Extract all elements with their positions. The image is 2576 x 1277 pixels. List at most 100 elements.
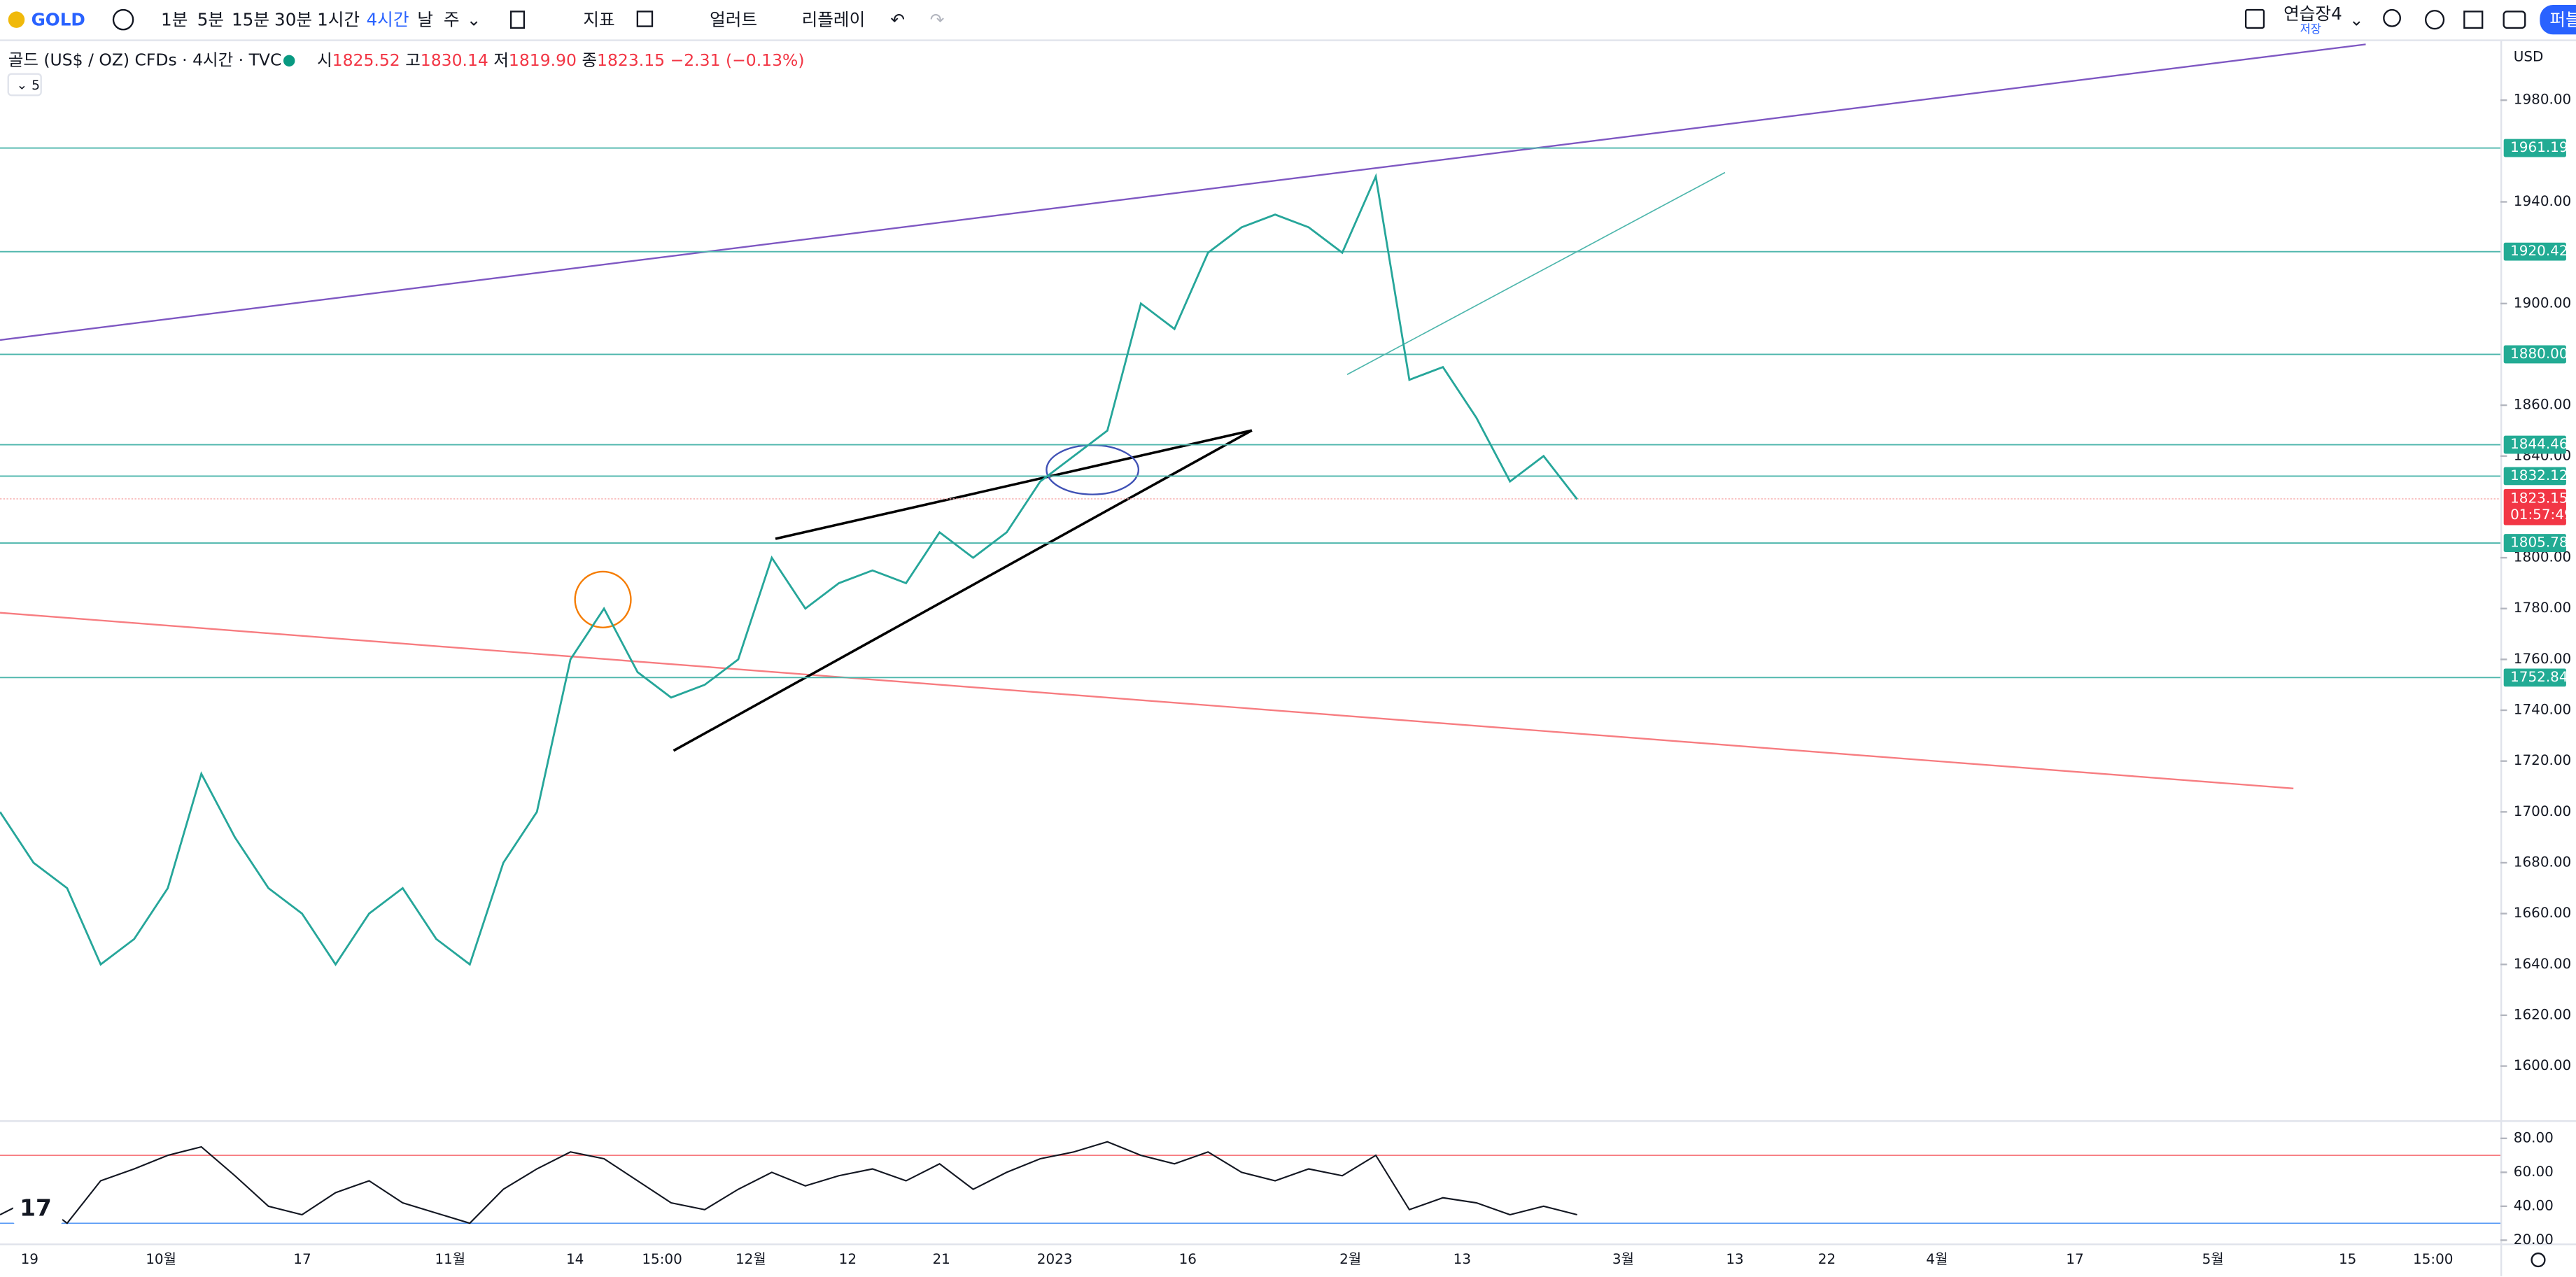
last-price-label: 1823.15 <box>2510 489 2568 506</box>
level-label: 1805.78 <box>2510 534 2568 551</box>
currency[interactable]: USD <box>2514 48 2544 65</box>
snapshot-button[interactable] <box>2503 10 2526 29</box>
trendline <box>673 429 1253 752</box>
compare-button[interactable] <box>112 8 134 31</box>
price-label: 1720.00 <box>2514 752 2571 768</box>
price-label: 1980.00 <box>2514 91 2571 108</box>
close-label: 종 <box>582 50 597 69</box>
indicator-count-value: 5 <box>31 78 40 93</box>
publish-button[interactable] <box>2540 5 2576 35</box>
replay-button[interactable]: 리플레이 <box>802 9 866 29</box>
open-label: 시 <box>317 50 332 69</box>
legend-title: 골드 (US$ / OZ) CFDs · 4시간 · TVC <box>8 50 282 69</box>
interval-button[interactable]: 날 <box>417 9 433 29</box>
templates-button[interactable] <box>636 10 654 27</box>
time-label: 12월 <box>736 1250 766 1267</box>
interval-menu[interactable]: ⌄ <box>467 9 481 29</box>
time-label: 15:00 <box>2413 1250 2453 1267</box>
time-label: 4월 <box>1926 1250 1948 1267</box>
rsi-label: 60.00 <box>2514 1163 2554 1180</box>
price-label: 1620.00 <box>2514 1006 2571 1022</box>
level-tag <box>2503 668 2566 687</box>
layout-name[interactable]: 연습장4 <box>2283 3 2342 24</box>
fullscreen-button[interactable] <box>2463 10 2484 29</box>
time-label: 19 <box>21 1250 38 1267</box>
logo[interactable] <box>13 1189 63 1226</box>
time-label: 17 <box>2066 1250 2083 1267</box>
search-button[interactable] <box>2383 8 2401 27</box>
time-label: 14 <box>566 1250 584 1267</box>
save-label[interactable]: 저장 <box>2300 22 2321 36</box>
low: 1819.90 <box>509 50 577 69</box>
interval-button[interactable]: 1분 <box>161 9 188 29</box>
price-label: 1860.00 <box>2514 396 2571 413</box>
high: 1830.14 <box>421 50 488 69</box>
level-tag <box>2503 242 2566 261</box>
time-label: 15 <box>2339 1250 2356 1267</box>
undo-button[interactable]: ↶ <box>890 9 905 29</box>
time-label: 22 <box>1818 1250 1836 1267</box>
change: −2.31 (−0.13%) <box>670 50 805 69</box>
time-label: 2023 <box>1037 1250 1073 1267</box>
high-label: 고 <box>405 50 421 69</box>
price-label: 1640.00 <box>2514 955 2571 972</box>
price-line <box>0 173 1578 966</box>
trendline <box>0 43 2366 341</box>
indicator-count[interactable]: ⌄ 5 <box>16 78 40 93</box>
publish-label[interactable]: 퍼블 <box>2549 9 2576 29</box>
level-label: 1752.84 <box>2510 668 2568 685</box>
rsi-label: 80.00 <box>2514 1129 2554 1145</box>
settings-button[interactable] <box>2425 10 2445 30</box>
price-label: 1780.00 <box>2514 599 2571 616</box>
trendline <box>1346 171 1726 375</box>
price-label: 1700.00 <box>2514 803 2571 819</box>
layout-button[interactable] <box>2244 8 2265 29</box>
open: 1825.52 <box>332 50 400 69</box>
circle-drawing <box>574 570 632 628</box>
level-tag <box>2503 345 2566 364</box>
symbol[interactable]: GOLD <box>31 9 85 29</box>
time-label: 5월 <box>2202 1250 2224 1267</box>
time-label: 13 <box>1726 1250 1743 1267</box>
legend-ohlc: 시1825.52 고1830.14 저1819.90 종1823.15 −2.3… <box>317 50 804 69</box>
interval-button[interactable]: 30분 <box>274 9 312 29</box>
trendline <box>775 429 1253 540</box>
interval-button[interactable]: 15분 <box>232 9 269 29</box>
time-label: 3월 <box>1612 1250 1634 1267</box>
time-label: 17 <box>293 1250 311 1267</box>
level-tag <box>2503 467 2566 486</box>
close: 1823.15 <box>597 50 665 69</box>
level-label: 1880.00 <box>2510 345 2568 362</box>
market-status <box>283 55 295 67</box>
logo-mark[interactable]: 17 <box>20 1194 52 1221</box>
interval-button[interactable]: 주 <box>444 9 460 29</box>
trendline <box>0 612 2294 790</box>
indicators-button[interactable]: 지표 <box>583 9 614 29</box>
interval-button[interactable]: 1시간 <box>317 9 360 29</box>
level-tag <box>2503 139 2566 157</box>
price-label: 1940.00 <box>2514 192 2571 209</box>
time-label: 2월 <box>1339 1250 1361 1267</box>
axis-settings[interactable] <box>2531 1253 2546 1268</box>
rsi-line <box>0 1141 1577 1225</box>
indicator-toggle[interactable] <box>7 73 42 97</box>
time-label: 21 <box>932 1250 950 1267</box>
price-label: 1680.00 <box>2514 853 2571 870</box>
redo-button[interactable]: ↷ <box>930 9 945 29</box>
last-price-tag <box>2503 488 2566 525</box>
interval-button[interactable]: 4시간 <box>367 9 409 29</box>
symbol-icon <box>8 11 25 28</box>
level-tag <box>2503 435 2566 454</box>
time-label: 13 <box>1454 1250 1471 1267</box>
chart-type-button[interactable] <box>509 10 526 29</box>
layout-menu[interactable]: ⌄ <box>2349 9 2364 29</box>
time-label: 11월 <box>435 1250 465 1267</box>
interval-button[interactable]: 5분 <box>197 9 224 29</box>
time-label: 12 <box>839 1250 857 1267</box>
alert-button[interactable]: 얼러트 <box>710 9 757 29</box>
price-label: 1900.00 <box>2514 294 2571 311</box>
price-label: 1760.00 <box>2514 650 2571 667</box>
level-label: 1961.19 <box>2510 139 2568 155</box>
